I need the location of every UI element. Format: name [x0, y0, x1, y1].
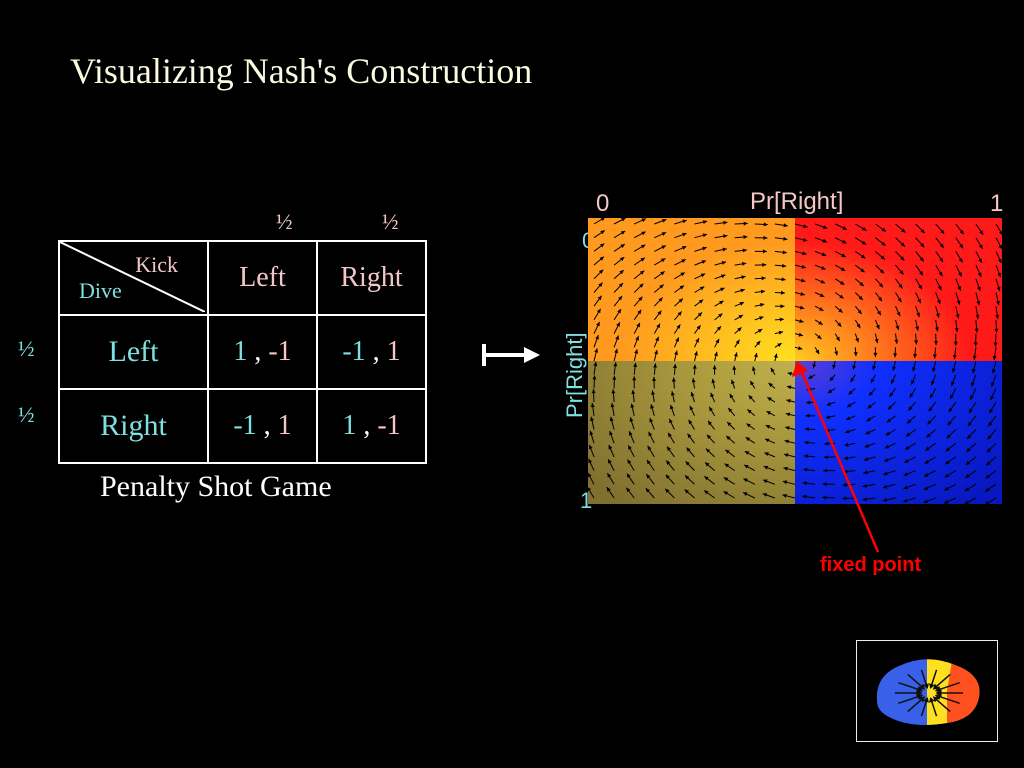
row-prob-0: ½ — [18, 336, 35, 362]
x-axis-label: Pr[Right] — [750, 188, 843, 216]
cell-0-0: 1 , -1 — [208, 315, 317, 389]
col-prob-0: ½ — [276, 209, 293, 235]
maps-to-arrow-icon — [480, 340, 540, 370]
payoff-table: Kick Dive Left Right Left 1 , -1 -1 , 1 … — [58, 240, 427, 464]
table-caption: Penalty Shot Game — [100, 470, 332, 504]
x-tick-0: 0 — [596, 190, 609, 218]
cell-0-1: -1 , 1 — [317, 315, 426, 389]
fixed-point-label: fixed point — [820, 554, 921, 577]
x-tick-1: 1 — [990, 190, 1003, 218]
col-header-right: Right — [317, 241, 426, 315]
row-header-right: Right — [59, 389, 208, 463]
row-header-left: Left — [59, 315, 208, 389]
col-header-left: Left — [208, 241, 317, 315]
col-prob-1: ½ — [382, 209, 399, 235]
y-axis-label: Pr[Right] — [562, 332, 588, 418]
dive-label: Dive — [61, 278, 206, 308]
thumbnail-brain-icon — [856, 640, 998, 742]
row-prob-1: ½ — [18, 402, 35, 428]
vector-field-plot — [588, 218, 1002, 504]
kick-label: Kick — [61, 248, 206, 278]
cell-1-1: 1 , -1 — [317, 389, 426, 463]
slide-title: Visualizing Nash's Construction — [70, 50, 532, 92]
cell-1-0: -1 , 1 — [208, 389, 317, 463]
